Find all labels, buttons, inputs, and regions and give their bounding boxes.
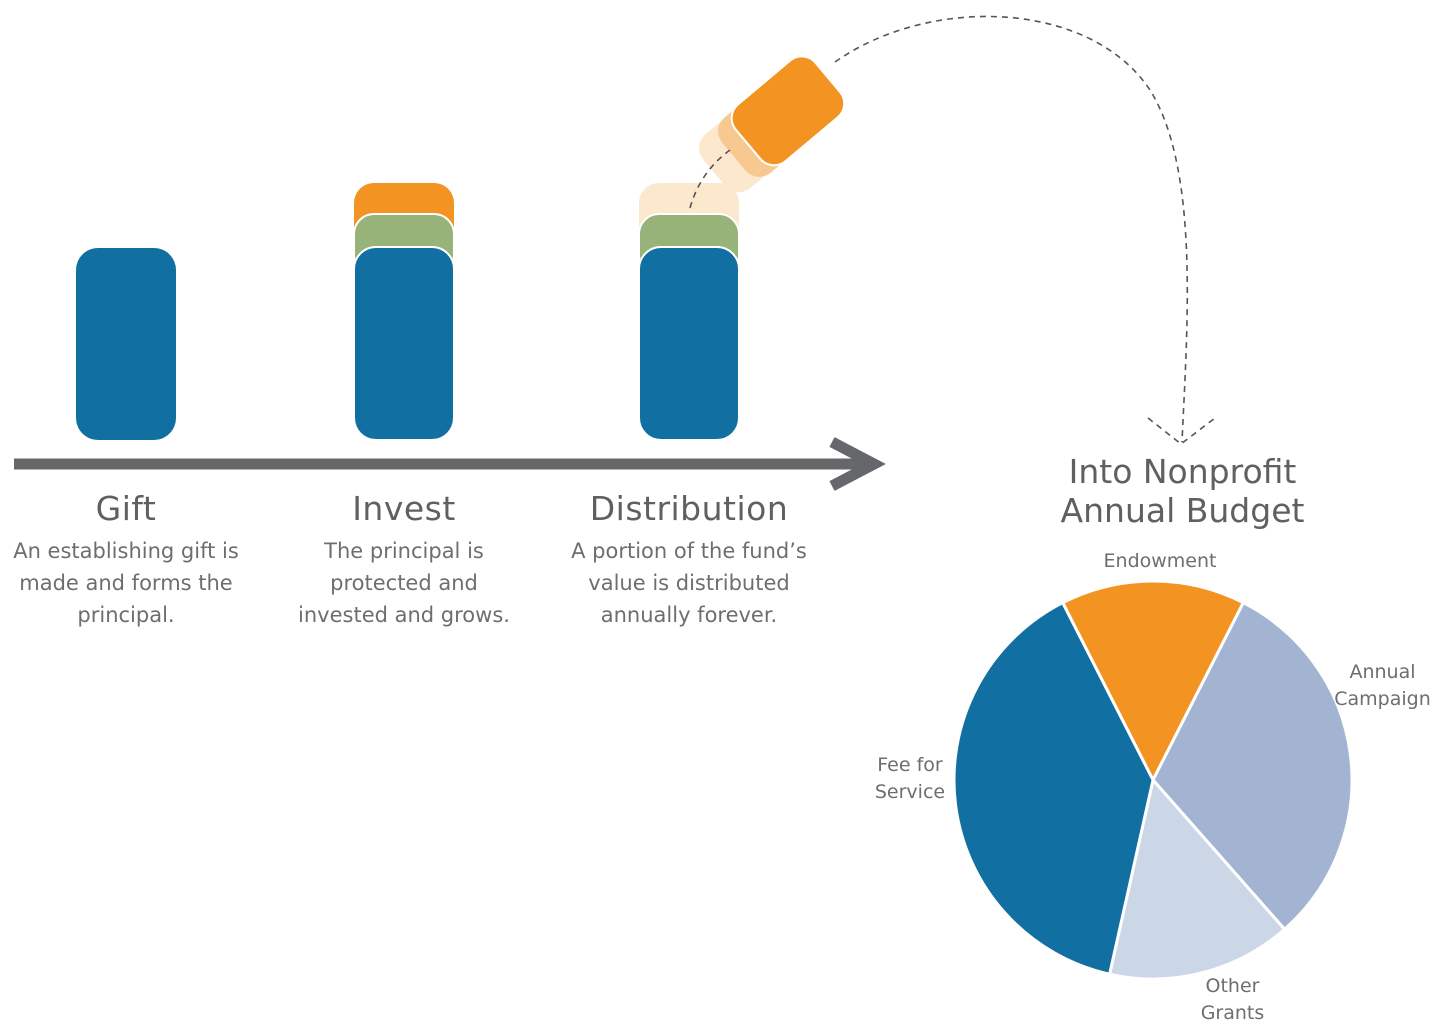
step-gift-desc-line: An establishing gift is	[13, 539, 239, 563]
gift-principal-block	[76, 248, 176, 440]
step-gift-desc-line: made and forms the	[19, 571, 233, 595]
pie-slice-other-grants	[1108, 778, 1287, 981]
pie-slice-annual-campaign	[1151, 601, 1354, 931]
step-invest-desc-line: protected and	[330, 571, 478, 595]
step-invest-desc-line: The principal is	[324, 539, 484, 563]
pie-label-line: Fee for	[877, 754, 943, 776]
step-description-distribution: A portion of the fund’s value is distrib…	[552, 535, 826, 631]
pie-label-other-grants: Other Grants	[1180, 973, 1285, 1027]
dashed-arrowhead	[1147, 417, 1216, 446]
budget-title: Into Nonprofit Annual Budget	[1010, 452, 1355, 530]
pie-label-line: Service	[874, 781, 946, 803]
step-title-invest: Invest	[352, 489, 456, 528]
budget-title-line: Annual Budget	[1060, 491, 1305, 530]
budget-pie-chart	[952, 579, 1354, 981]
pie-label-fee-for-service: Fee for Service	[860, 752, 960, 806]
distribution-principal-block	[638, 246, 740, 441]
pie-label-line: Other	[1205, 975, 1260, 997]
pie-slice-fee-for-service	[952, 601, 1155, 976]
step-distribution-desc-line: value is distributed	[588, 571, 790, 595]
dashed-flow-path-lower	[689, 149, 731, 209]
step-distribution-desc-line: A portion of the fund’s	[571, 539, 807, 563]
pie-label-endowment: Endowment	[1090, 548, 1230, 575]
flying-distribution-block	[730, 55, 846, 167]
invest-principal-block	[353, 246, 455, 441]
pie-slice-endowment	[1061, 579, 1245, 782]
step-title-gift: Gift	[95, 489, 157, 528]
step-title-distribution: Distribution	[589, 489, 789, 528]
timeline-arrowhead	[829, 437, 886, 491]
dashed-flow-path	[834, 15, 1189, 443]
pie-label-line: Endowment	[1103, 550, 1217, 572]
step-description-invest: The principal is protected and invested …	[283, 535, 525, 631]
pie-label-line: Campaign	[1334, 688, 1431, 710]
step-invest-desc-line: invested and grows.	[298, 603, 510, 627]
pie-label-line: Grants	[1200, 1002, 1265, 1024]
step-gift-desc-line: principal.	[77, 603, 175, 627]
budget-title-line: Into Nonprofit	[1068, 452, 1297, 491]
step-description-gift: An establishing gift is made and forms t…	[0, 535, 252, 631]
pie-label-annual-campaign: Annual Campaign	[1330, 659, 1435, 713]
step-distribution-desc-line: annually forever.	[600, 603, 778, 627]
pie-label-line: Annual	[1349, 661, 1416, 683]
